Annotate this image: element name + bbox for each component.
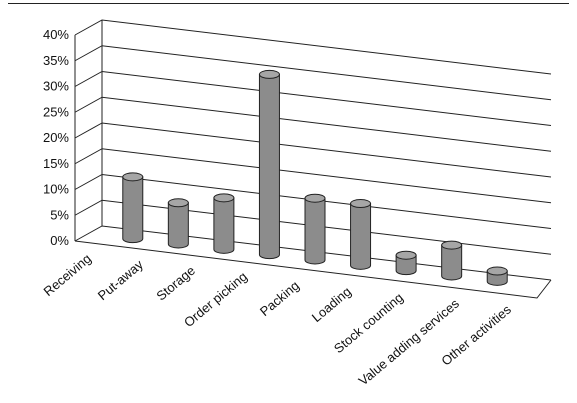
bar xyxy=(213,193,235,254)
x-category-label: Storage xyxy=(153,263,198,304)
bar-body xyxy=(441,244,463,281)
axis-line xyxy=(74,240,552,299)
gridline xyxy=(74,19,552,75)
bar-body xyxy=(350,203,372,270)
y-tick-label: 15% xyxy=(43,156,69,171)
bar-top-cap xyxy=(486,266,508,276)
bar-top-cap xyxy=(304,193,326,203)
bar-body xyxy=(395,254,417,276)
bar-top-cap xyxy=(167,198,189,208)
y-tick-labels: 0% 5% 10% 15% 20% 25% 30% 35% 40% xyxy=(43,27,69,248)
bar xyxy=(304,193,326,265)
bars xyxy=(122,69,508,286)
bar xyxy=(258,69,280,260)
x-category-label: Receiving xyxy=(41,251,94,299)
bar-top-cap xyxy=(350,199,372,209)
y-tick-label: 30% xyxy=(43,79,69,94)
x-category-label: Packing xyxy=(257,278,302,319)
bar-body xyxy=(213,197,235,254)
top-rule xyxy=(8,3,569,4)
bar-body xyxy=(167,202,189,249)
bar xyxy=(350,199,372,270)
y-tick-label: 40% xyxy=(43,27,69,42)
y-tick-label: 35% xyxy=(43,53,69,68)
y-tick-label: 20% xyxy=(43,130,69,145)
x-category-label: Loading xyxy=(309,284,354,325)
y-tick-label: 10% xyxy=(43,182,69,197)
x-category-label: Put-away xyxy=(95,256,147,303)
y-tick-label: 5% xyxy=(50,207,69,222)
bar-top-cap xyxy=(213,193,235,203)
y-tick-label: 25% xyxy=(43,104,69,119)
bar-body xyxy=(304,197,326,265)
gridline xyxy=(74,122,552,178)
bar-body xyxy=(258,73,280,260)
bar xyxy=(441,240,463,281)
bar-top-cap xyxy=(441,240,463,250)
gridline xyxy=(74,45,552,101)
bar-body xyxy=(122,176,144,244)
bar xyxy=(486,266,508,286)
bar xyxy=(167,198,189,249)
bar xyxy=(122,172,144,244)
bar-top-cap xyxy=(395,250,417,260)
y-tick-label: 0% xyxy=(50,233,69,248)
bar xyxy=(395,250,417,276)
gridline xyxy=(74,96,552,152)
bar-top-cap xyxy=(258,69,280,79)
bar-top-cap xyxy=(122,172,144,182)
gridline xyxy=(74,70,552,126)
axes xyxy=(74,20,552,299)
